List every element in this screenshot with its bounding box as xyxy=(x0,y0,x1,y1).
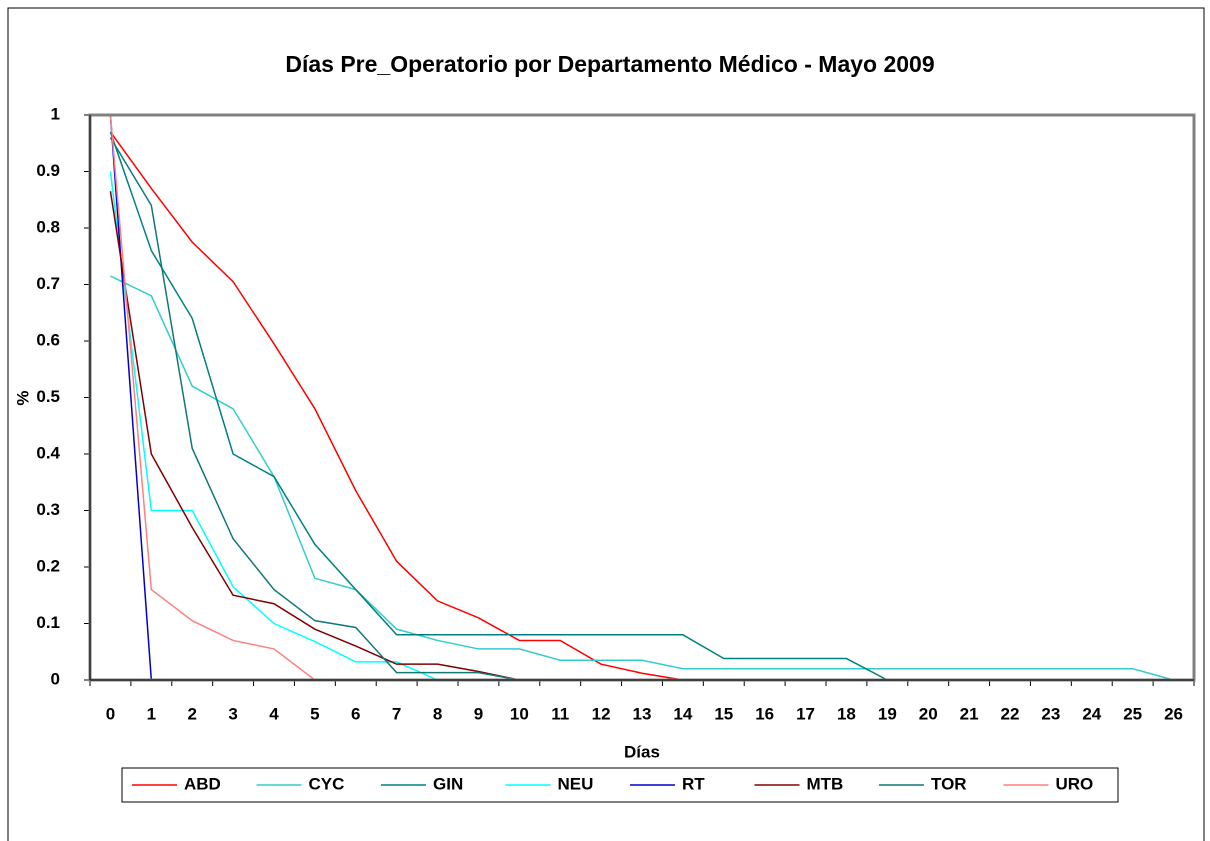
x-tick-label: 5 xyxy=(310,704,319,723)
x-tick-label: 24 xyxy=(1082,704,1101,723)
x-tick-label: 0 xyxy=(106,704,115,723)
x-tick-label: 1 xyxy=(147,704,156,723)
series-line xyxy=(110,275,1174,681)
legend-label: GIN xyxy=(433,774,463,793)
series-line xyxy=(109,137,520,681)
y-tick-label: 1 xyxy=(51,104,60,123)
x-tick-label: 14 xyxy=(673,704,692,723)
x-tick-label: 6 xyxy=(351,704,360,723)
x-tick-label: 12 xyxy=(592,704,611,723)
x-tick-label: 26 xyxy=(1164,704,1183,723)
chart-frame xyxy=(7,7,1205,841)
y-tick-label: 0.3 xyxy=(36,500,60,519)
series-line xyxy=(109,191,520,681)
legend-label: CYC xyxy=(309,774,345,793)
x-tick-label: 17 xyxy=(796,704,815,723)
y-tick-label: 0.6 xyxy=(36,330,60,349)
legend-label: URO xyxy=(1056,774,1094,793)
y-tick-label: 0.4 xyxy=(36,443,60,462)
chart-title: Días Pre_Operatorio por Departamento Méd… xyxy=(285,51,934,77)
legend-label: ABD xyxy=(184,774,221,793)
x-tick-label: 13 xyxy=(633,704,652,723)
legend-label: TOR xyxy=(931,774,967,793)
legend-label: RT xyxy=(682,774,705,793)
y-tick-label: 0.7 xyxy=(36,274,60,293)
y-tick-label: 0.1 xyxy=(36,613,60,632)
x-tick-label: 22 xyxy=(1001,704,1020,723)
legend-label: MTB xyxy=(807,774,844,793)
x-tick-label: 18 xyxy=(837,704,856,723)
series-line xyxy=(109,171,438,681)
x-tick-label: 25 xyxy=(1123,704,1142,723)
y-tick-label: 0 xyxy=(51,669,60,688)
x-tick-label: 4 xyxy=(269,704,279,723)
y-tick-label: 0.2 xyxy=(36,556,60,575)
series-line xyxy=(109,114,316,681)
x-tick-label: 11 xyxy=(551,704,569,723)
series-line xyxy=(109,131,684,681)
x-tick-label: 3 xyxy=(228,704,237,723)
x-axis-label: Días xyxy=(624,742,660,761)
y-tick-label: 0.9 xyxy=(36,161,60,180)
x-tick-label: 7 xyxy=(392,704,401,723)
plot-frame xyxy=(88,113,1196,682)
x-tick-label: 23 xyxy=(1041,704,1060,723)
x-tick-label: 16 xyxy=(755,704,774,723)
series-line xyxy=(109,131,888,681)
x-tick-label: 8 xyxy=(433,704,442,723)
y-axis-label: % xyxy=(13,390,32,405)
x-tick-label: 2 xyxy=(187,704,196,723)
series-line xyxy=(109,114,153,681)
y-tick-label: 0.8 xyxy=(36,217,60,236)
x-tick-label: 9 xyxy=(474,704,483,723)
x-tick-label: 19 xyxy=(878,704,897,723)
x-tick-label: 21 xyxy=(960,704,979,723)
legend-label: NEU xyxy=(558,774,594,793)
x-tick-label: 20 xyxy=(919,704,938,723)
x-tick-label: 15 xyxy=(714,704,733,723)
x-tick-label: 10 xyxy=(510,704,529,723)
y-tick-label: 0.5 xyxy=(36,387,60,406)
